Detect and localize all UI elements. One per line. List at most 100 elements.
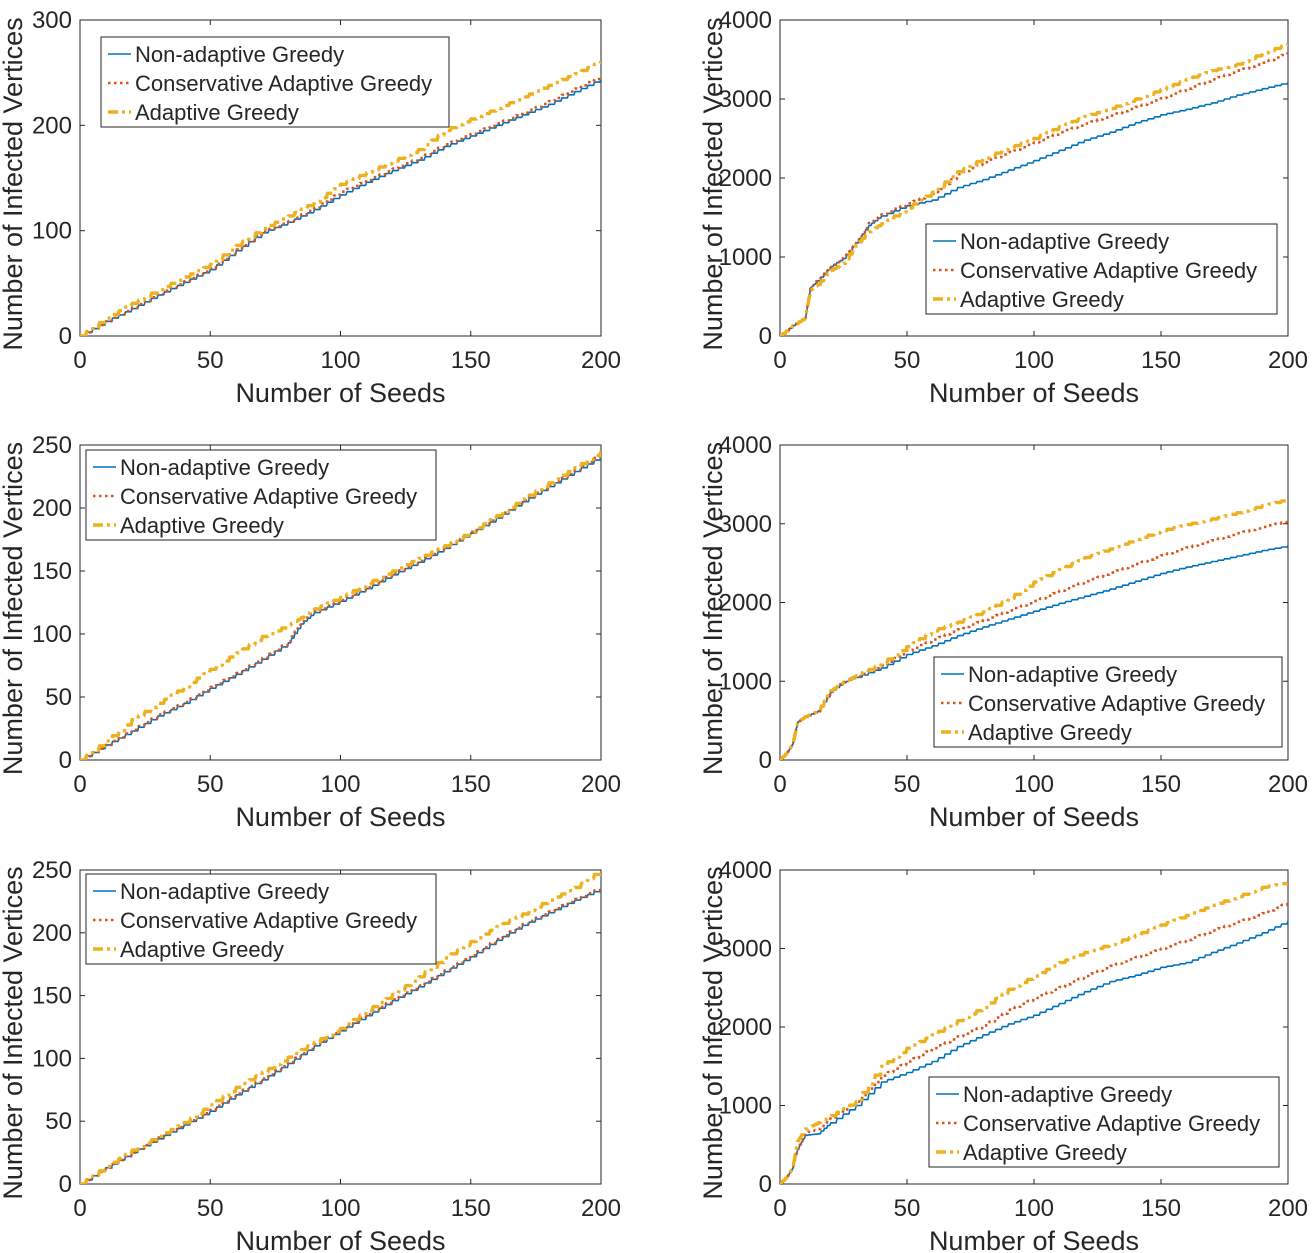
- x-tick-label: 200: [581, 1195, 621, 1222]
- x-tick-label: 200: [1268, 1195, 1308, 1222]
- x-tick-label: 150: [451, 1195, 491, 1222]
- y-tick-label: 150: [32, 558, 72, 585]
- y-tick-label: 300: [32, 7, 72, 34]
- y-tick-label: 50: [45, 684, 72, 711]
- y-tick-label: 100: [32, 621, 72, 648]
- x-tick-label: 0: [773, 347, 786, 374]
- x-axis-label: Number of Seeds: [929, 1226, 1139, 1253]
- x-tick-label: 50: [894, 1195, 921, 1222]
- series-line-3: [80, 450, 601, 760]
- y-axis-label: Number of Infected Vertices: [0, 442, 28, 775]
- y-tick-label: 1000: [719, 244, 772, 271]
- y-tick-label: 1000: [719, 668, 772, 695]
- x-axis-label: Number of Seeds: [929, 802, 1139, 832]
- x-tick-label: 0: [73, 347, 86, 374]
- legend-box: [925, 223, 1278, 315]
- y-tick-label: 1000: [719, 1093, 772, 1120]
- x-tick-label: 100: [320, 347, 360, 374]
- y-tick-label: 150: [32, 983, 72, 1010]
- y-tick-label: 200: [32, 495, 72, 522]
- legend-box: [100, 36, 450, 128]
- x-tick-label: 150: [1141, 1195, 1181, 1222]
- legend: Non-adaptive Greedy Conservative Adaptive…: [925, 223, 1278, 315]
- y-tick-label: 2000: [719, 590, 772, 617]
- legend-entry-label: Non-adaptive Greedy: [963, 1082, 1172, 1107]
- legend-entry-label: Conservative Adaptive Greedy: [960, 258, 1257, 283]
- series-line-2: [780, 51, 1288, 336]
- x-tick-label: 150: [451, 771, 491, 798]
- legend-entry-label: Conservative Adaptive Greedy: [968, 691, 1265, 716]
- legend-entry-label: Non-adaptive Greedy: [120, 455, 329, 480]
- y-tick-label: 100: [32, 218, 72, 245]
- y-axis-label: Number of Infected Vertices: [698, 866, 728, 1199]
- legend-entry-label: Conservative Adaptive Greedy: [120, 484, 417, 509]
- y-tick-label: 3000: [719, 511, 772, 538]
- legend: Non-adaptive Greedy Conservative Adaptive…: [933, 656, 1283, 748]
- x-axis-label: Number of Seeds: [235, 802, 445, 832]
- y-axis-label: Number of Infected Vertices: [698, 442, 728, 775]
- y-tick-label: 100: [32, 1045, 72, 1072]
- x-tick-label: 0: [773, 1195, 786, 1222]
- x-tick-label: 150: [1141, 347, 1181, 374]
- legend: Non-adaptive Greedy Conservative Adaptive…: [928, 1076, 1280, 1168]
- y-tick-label: 0: [759, 323, 772, 350]
- series-line-3: [80, 869, 601, 1184]
- legend-entry-label: Conservative Adaptive Greedy: [135, 71, 432, 96]
- y-axis-label: Number of Infected Vertices: [0, 866, 28, 1199]
- legend-entry-label: Conservative Adaptive Greedy: [120, 908, 417, 933]
- legend-entry-label: Non-adaptive Greedy: [135, 42, 344, 67]
- x-tick-label: 150: [451, 347, 491, 374]
- legend-box: [933, 656, 1283, 748]
- x-tick-label: 50: [197, 1195, 224, 1222]
- legend-entry-label: Adaptive Greedy: [120, 937, 284, 962]
- y-axis-label: Number of Infected Vertices: [0, 17, 28, 350]
- y-tick-label: 250: [32, 432, 72, 459]
- legend-box: [85, 873, 437, 965]
- chart-panel-3: 0 50 100 150 200 0 50 100 150 200 250 Number of See…: [0, 432, 621, 832]
- x-tick-label: 100: [1014, 347, 1054, 374]
- series-line-2: [80, 75, 601, 336]
- y-tick-label: 3000: [719, 86, 772, 113]
- y-tick-label: 0: [59, 323, 72, 350]
- legend: Non-adaptive Greedy Conservative Adaptive…: [100, 36, 450, 128]
- y-tick-label: 200: [32, 920, 72, 947]
- x-axis-label: Number of Seeds: [235, 378, 445, 408]
- legend-entry-label: Adaptive Greedy: [120, 513, 284, 538]
- legend-entry-label: Adaptive Greedy: [960, 287, 1124, 312]
- y-tick-label: 0: [59, 747, 72, 774]
- x-tick-label: 0: [773, 771, 786, 798]
- legend: Non-adaptive Greedy Conservative Adaptive…: [85, 449, 437, 541]
- x-tick-label: 100: [320, 771, 360, 798]
- legend-box: [85, 449, 437, 541]
- x-tick-label: 50: [197, 347, 224, 374]
- x-tick-label: 100: [1014, 771, 1054, 798]
- x-tick-label: 50: [197, 771, 224, 798]
- x-tick-label: 200: [1268, 771, 1308, 798]
- y-tick-label: 4000: [719, 7, 772, 34]
- legend-entry-label: Adaptive Greedy: [135, 100, 299, 125]
- series-line-3: [780, 498, 1288, 760]
- y-tick-label: 0: [59, 1171, 72, 1198]
- y-tick-label: 0: [759, 1171, 772, 1198]
- y-tick-label: 250: [32, 857, 72, 884]
- y-axis-label: Number of Infected Vertices: [698, 17, 728, 350]
- series-line-3: [80, 60, 601, 336]
- legend-entry-label: Adaptive Greedy: [963, 1140, 1127, 1165]
- y-tick-label: 0: [759, 747, 772, 774]
- y-tick-label: 50: [45, 1108, 72, 1135]
- legend-entry-label: Non-adaptive Greedy: [960, 229, 1169, 254]
- series-line-3: [780, 43, 1288, 336]
- y-tick-label: 4000: [719, 432, 772, 459]
- legend-entry-label: Non-adaptive Greedy: [120, 879, 329, 904]
- x-tick-label: 200: [581, 347, 621, 374]
- legend-entry-label: Non-adaptive Greedy: [968, 662, 1177, 687]
- legend: Non-adaptive Greedy Conservative Adaptive…: [85, 873, 437, 965]
- x-tick-label: 150: [1141, 771, 1181, 798]
- x-tick-label: 0: [73, 1195, 86, 1222]
- x-tick-label: 100: [320, 1195, 360, 1222]
- legend-entry-label: Adaptive Greedy: [968, 720, 1132, 745]
- x-tick-label: 100: [1014, 1195, 1054, 1222]
- x-tick-label: 200: [1268, 347, 1308, 374]
